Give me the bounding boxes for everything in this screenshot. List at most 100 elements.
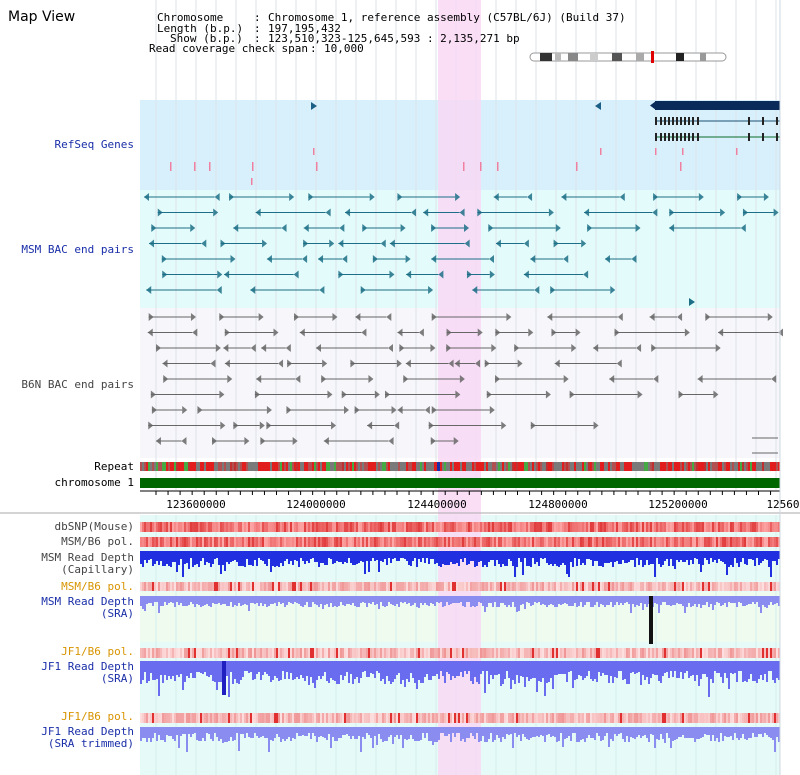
track-label-jf1-depth-trimmed[interactable]: JF1 Read Depth — [41, 725, 134, 738]
jf1-pol-bin — [340, 648, 342, 658]
msm-cap-depth — [736, 551, 738, 563]
dbsnp-bin — [562, 522, 564, 532]
jf1-pol2-bin — [310, 713, 312, 723]
dbsnp-bin — [758, 522, 760, 532]
track-label-repeat[interactable]: Repeat — [94, 460, 134, 473]
msm-sra-depth — [156, 596, 158, 602]
track-label-jf1-depth[interactable]: JF1 Read Depth — [41, 660, 134, 673]
dbsnp-bin — [422, 522, 424, 532]
msm-pol2-bin — [730, 582, 732, 591]
length-label: Length (b.p.) — [157, 22, 244, 35]
msm-pol-bin — [542, 537, 544, 547]
msm-cap-depth — [714, 551, 716, 560]
msm-pol-bin — [730, 537, 732, 547]
dbsnp-bin — [740, 522, 742, 532]
msm-cap-depth — [308, 551, 310, 563]
msm-cap-depth — [718, 551, 720, 559]
track-label-dbsnp[interactable]: dbSNP(Mouse) — [54, 520, 134, 533]
jf1-pol-bin — [634, 648, 636, 658]
jf1-trim-depth — [226, 727, 228, 742]
dbsnp-bin — [264, 522, 266, 532]
jf1-depth — [768, 661, 770, 671]
msm-pol2-bin — [736, 582, 738, 591]
msm-bac-end — [149, 239, 155, 248]
msm-cap-depth — [236, 551, 238, 562]
msm-pol2-bin — [766, 582, 768, 591]
msm-pol2-bin — [164, 582, 166, 591]
msm-sra-depth — [314, 596, 316, 604]
msm-sra-depth — [320, 596, 322, 604]
jf1-trim-depth — [282, 727, 284, 739]
jf1-depth — [666, 661, 668, 672]
b6n-bac-end — [388, 437, 394, 445]
track-label-msm-bac[interactable]: MSM BAC end pairs — [21, 243, 134, 256]
msm-cap-depth — [180, 551, 182, 559]
jf1-depth — [374, 661, 376, 678]
msm-cap-depth — [250, 551, 252, 565]
jf1-pol-bin — [732, 648, 734, 658]
track-label-jf1-b6-pol-1[interactable]: JF1/B6 pol. — [61, 645, 134, 658]
repeat-bin — [394, 462, 396, 471]
repeat-bin — [404, 462, 406, 471]
axis-tick-label: 124800000 — [528, 498, 588, 511]
track-label-b6n-bac[interactable]: B6N BAC end pairs — [21, 378, 134, 391]
jf1-pol2-bin — [248, 713, 250, 723]
msm-sra-depth — [690, 596, 692, 607]
jf1-pol-bin — [474, 648, 476, 658]
msm-pol2-bin — [758, 582, 760, 591]
msm-sra-depth — [466, 596, 468, 602]
msm-pol2-bin — [726, 582, 728, 591]
repeat-bin — [242, 462, 244, 471]
msm-pol2-bin — [514, 582, 516, 591]
jf1-trim-depth — [464, 727, 466, 742]
msm-cap-depth — [716, 551, 718, 563]
msm-pol2-bin — [700, 582, 702, 591]
track-label-msm-b6-pol-2[interactable]: MSM/B6 pol. — [61, 580, 134, 593]
msm-cap-depth — [170, 551, 172, 567]
track-label-msm-b6-pol-1[interactable]: MSM/B6 pol. — [61, 535, 134, 548]
jf1-pol-bin — [550, 648, 552, 658]
repeat-bin — [538, 462, 540, 471]
jf1-pol2-bin — [306, 713, 308, 723]
jf1-pol2-bin — [704, 713, 706, 723]
b6n-bac-end — [767, 313, 773, 321]
track-label-msm-depth-capillary[interactable]: MSM Read Depth — [41, 551, 134, 564]
msm-pol-bin — [422, 537, 424, 547]
jf1-pol-bin — [646, 648, 648, 658]
b6n-bac-end — [491, 344, 497, 352]
msm-pol2-bin — [470, 582, 472, 591]
dbsnp-bin — [326, 522, 328, 532]
dbsnp-bin — [332, 522, 334, 532]
track-label-refseq[interactable]: RefSeq Genes — [54, 138, 134, 151]
jf1-trim-depth — [778, 727, 780, 742]
msm-sra-depth — [358, 596, 360, 607]
jf1-pol2-bin — [556, 713, 558, 723]
dbsnp-bin — [754, 522, 756, 532]
msm-sra-depth — [502, 596, 504, 603]
jf1-pol2-bin — [540, 713, 542, 723]
msm-sra-depth — [566, 596, 568, 604]
msm-pol2-bin — [368, 582, 370, 591]
jf1-pol2-bin — [188, 713, 190, 723]
msm-pol2-bin — [212, 582, 214, 591]
jf1-pol-bin — [638, 648, 640, 658]
repeat-bin — [462, 462, 464, 471]
track-label-msm-depth-sra[interactable]: MSM Read Depth — [41, 595, 134, 608]
msm-cap-depth — [486, 551, 488, 567]
track-label-chromosome[interactable]: chromosome 1 — [54, 476, 134, 489]
jf1-trim-depth — [658, 727, 660, 740]
msm-pol-bin — [654, 537, 656, 547]
track-label-jf1-b6-pol-2[interactable]: JF1/B6 pol. — [61, 710, 134, 723]
msm-cap-depth — [692, 551, 694, 564]
msm-cap-depth — [220, 551, 222, 574]
jf1-trim-depth — [704, 727, 706, 734]
msm-sra-depth — [516, 596, 518, 612]
ideogram-band — [540, 53, 552, 61]
msm-pol-bin — [736, 537, 738, 547]
msm-sra-depth — [604, 596, 606, 607]
msm-cap-depth — [526, 551, 528, 566]
jf1-pol-bin — [156, 648, 158, 658]
dbsnp-bin — [380, 522, 382, 532]
jf1-pol2-bin — [198, 713, 200, 723]
